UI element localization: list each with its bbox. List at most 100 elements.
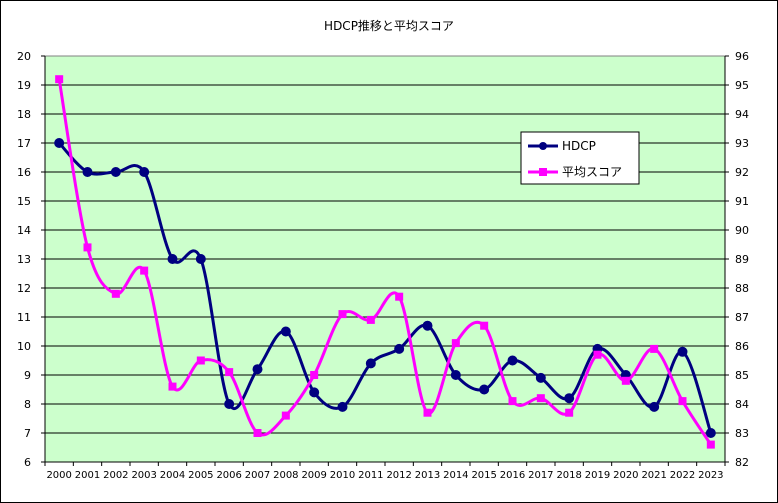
x-tick-label: 2007 (245, 470, 270, 481)
data-point (224, 399, 235, 409)
x-tick-label: 2008 (273, 470, 298, 481)
right-tick-label: 82 (735, 456, 749, 469)
right-tick-label: 94 (735, 108, 749, 121)
right-tick-label: 95 (735, 79, 749, 92)
left-tick-label: 8 (24, 398, 31, 411)
right-tick-label: 84 (735, 398, 749, 411)
left-tick-label: 16 (17, 166, 31, 179)
right-tick-label: 87 (735, 311, 749, 324)
x-tick-label: 2021 (641, 470, 666, 481)
data-point (650, 344, 659, 353)
legend-item-hdcp: HDCP (528, 139, 596, 153)
right-tick-label: 83 (735, 427, 749, 440)
data-point (139, 167, 150, 177)
x-tick-label: 2005 (188, 470, 213, 481)
right-tick-label: 92 (735, 166, 749, 179)
legend-item-avg-score: 平均スコア (528, 165, 622, 179)
left-tick-label: 15 (17, 195, 31, 208)
data-point (395, 292, 404, 301)
data-point (168, 382, 177, 391)
series-layer (54, 75, 716, 449)
data-point (195, 254, 206, 264)
left-tick-label: 20 (17, 50, 31, 63)
legend-marker-hdcp (539, 142, 547, 150)
x-tick-label: 2000 (46, 470, 71, 481)
data-point (196, 356, 205, 365)
data-point (508, 397, 517, 406)
left-tick-label: 13 (17, 253, 31, 266)
left-tick-label: 17 (17, 137, 31, 150)
data-point (55, 75, 64, 84)
x-tick-label: 2022 (670, 470, 695, 481)
left-tick-label: 6 (24, 456, 31, 469)
data-point (54, 138, 65, 148)
data-point (706, 440, 715, 449)
x-tick-label: 2010 (330, 470, 355, 481)
legend-label-hdcp: HDCP (562, 139, 596, 153)
data-point (280, 326, 291, 337)
x-tick-label: 2011 (358, 470, 383, 481)
legend-marker-avg-score (539, 168, 547, 176)
data-point (253, 429, 262, 437)
legend: HDCP 平均スコア (520, 131, 640, 185)
left-tick-label: 18 (17, 108, 31, 121)
data-point (252, 364, 263, 375)
left-tick-label: 7 (24, 427, 31, 440)
data-point (423, 408, 432, 417)
left-tick-label: 19 (17, 79, 31, 92)
right-tick-label: 91 (735, 195, 749, 208)
x-tick-label: 2013 (415, 470, 440, 481)
legend-label-avg-score: 平均スコア (562, 165, 622, 179)
data-point (536, 394, 545, 403)
data-point (310, 371, 319, 379)
x-tick-label: 2012 (386, 470, 411, 481)
data-point (82, 167, 93, 177)
right-tick-label: 90 (735, 224, 749, 237)
data-point (479, 384, 490, 395)
x-tick-label: 2016 (500, 470, 525, 481)
data-point (140, 266, 149, 275)
x-tick-label: 2004 (160, 470, 185, 481)
data-point (565, 408, 574, 417)
data-point (451, 339, 460, 348)
data-point (225, 368, 234, 377)
x-tick-label: 2019 (585, 470, 610, 481)
right-axis-ticks: 82 83 84 85 86 87 88 89 90 91 92 93 94 95 96 (724, 50, 749, 469)
left-tick-label: 10 (17, 340, 31, 353)
data-point (281, 411, 290, 420)
left-tick-label: 9 (24, 369, 31, 382)
left-tick-label: 14 (17, 224, 31, 237)
right-tick-label: 96 (735, 50, 749, 63)
right-tick-label: 86 (735, 340, 749, 353)
data-point (705, 428, 716, 438)
data-point (535, 372, 546, 383)
x-tick-label: 2001 (75, 470, 100, 481)
right-tick-label: 93 (735, 137, 749, 150)
data-point (507, 355, 518, 366)
data-point (366, 315, 375, 324)
data-point (593, 350, 602, 359)
x-tick-label: 2002 (103, 470, 128, 481)
x-tick-label: 2023 (698, 470, 723, 481)
x-tick-label: 2009 (301, 470, 326, 481)
data-point (480, 321, 489, 330)
data-point (111, 289, 120, 298)
series-hdcp (54, 138, 716, 438)
data-point (678, 397, 687, 406)
data-point (309, 387, 320, 398)
data-point (338, 310, 347, 319)
data-point (394, 343, 405, 354)
chart-title: HDCP推移と平均スコア (324, 19, 454, 33)
x-tick-label: 2015 (471, 470, 496, 481)
data-point (564, 393, 575, 404)
series-avg-score (55, 75, 715, 449)
right-tick-label: 85 (735, 369, 749, 382)
data-point (649, 401, 660, 412)
x-tick-label: 2006 (216, 470, 241, 481)
x-tick-label: 2003 (131, 470, 156, 481)
data-point (337, 401, 348, 412)
left-tick-label: 12 (17, 282, 31, 295)
data-point (450, 370, 461, 380)
x-tick-label: 2014 (443, 470, 468, 481)
